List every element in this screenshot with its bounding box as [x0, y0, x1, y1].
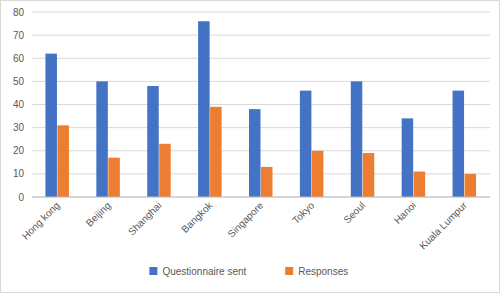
x-tick-label: Shanghai — [126, 200, 164, 238]
bar — [312, 151, 324, 197]
x-tick-label: Hong kong — [20, 200, 62, 242]
bar — [351, 81, 363, 197]
grid-line — [32, 12, 490, 13]
bar — [45, 54, 57, 197]
x-tick-label: Beijing — [84, 200, 113, 229]
y-tick-label: 80 — [13, 7, 25, 18]
legend-label: Responses — [298, 266, 348, 277]
bar — [402, 118, 414, 197]
y-tick-label: 40 — [13, 99, 25, 110]
legend-swatch — [149, 267, 157, 275]
bar — [147, 86, 159, 197]
bar — [249, 109, 261, 197]
bar — [414, 172, 426, 197]
bar — [198, 21, 210, 197]
bar — [159, 144, 171, 197]
y-tick-label: 0 — [18, 192, 24, 203]
legend-swatch — [285, 267, 293, 275]
grid-line — [32, 197, 490, 198]
bars — [45, 21, 476, 197]
bar — [465, 174, 477, 197]
bar — [300, 91, 312, 197]
y-tick-label: 70 — [13, 30, 25, 41]
x-tick-label: Hanoi — [392, 200, 418, 226]
bar — [453, 91, 465, 197]
y-tick-label: 20 — [13, 145, 25, 156]
chart-frame — [1, 1, 500, 293]
grid-line — [32, 35, 490, 36]
legend-label: Questionnaire sent — [162, 266, 246, 277]
x-tick-label: Bangkok — [179, 199, 215, 235]
bar — [261, 167, 273, 197]
bar — [210, 107, 222, 197]
x-tick-label: Kuala Lumpur — [417, 199, 469, 251]
grid-line — [32, 58, 490, 59]
y-tick-label: 10 — [13, 168, 25, 179]
x-tick-label: Tokyo — [290, 199, 317, 226]
bar — [108, 158, 120, 197]
chart-root: 0 10 20 30 40 50 60 70 80 Hong kong Beijing Shangha… — [0, 0, 500, 293]
x-tick-label: Seoul — [341, 200, 367, 226]
y-tick-label: 30 — [13, 122, 25, 133]
legend: Questionnaire sent Responses — [149, 266, 348, 277]
x-axis-line — [32, 197, 490, 198]
bar — [96, 81, 108, 197]
y-tick-label: 60 — [13, 53, 25, 64]
bar — [57, 125, 69, 197]
x-tick-label: Singapore — [225, 199, 265, 239]
y-tick-label: 50 — [13, 76, 25, 87]
chart-svg: 0 10 20 30 40 50 60 70 80 Hong kong Beijing Shangha… — [0, 0, 500, 293]
bar — [363, 153, 375, 197]
